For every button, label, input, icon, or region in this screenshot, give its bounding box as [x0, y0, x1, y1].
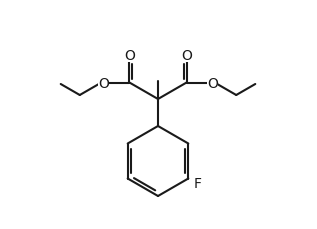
Text: O: O: [181, 48, 192, 62]
Text: F: F: [193, 177, 201, 191]
Text: O: O: [124, 48, 135, 62]
Text: O: O: [207, 76, 218, 90]
Text: O: O: [98, 76, 109, 90]
